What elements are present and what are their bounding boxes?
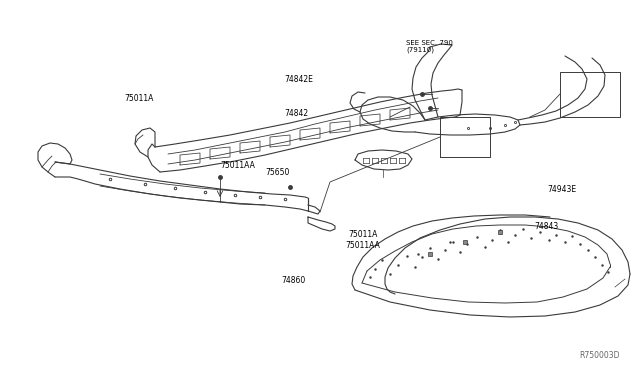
Text: 75011A: 75011A — [125, 94, 154, 103]
Text: 75650: 75650 — [266, 169, 290, 177]
Text: 74943E: 74943E — [547, 185, 577, 194]
Text: 74842E: 74842E — [285, 76, 314, 84]
Text: 75011AA: 75011AA — [346, 241, 380, 250]
Text: R750003D: R750003D — [579, 351, 620, 360]
Text: 74843: 74843 — [534, 222, 559, 231]
Text: SEE SEC. 790
(79110): SEE SEC. 790 (79110) — [406, 40, 453, 53]
Text: 74860: 74860 — [282, 276, 306, 285]
Text: 75011A: 75011A — [349, 230, 378, 239]
Text: 75011AA: 75011AA — [221, 161, 255, 170]
Text: 74842: 74842 — [285, 109, 309, 118]
